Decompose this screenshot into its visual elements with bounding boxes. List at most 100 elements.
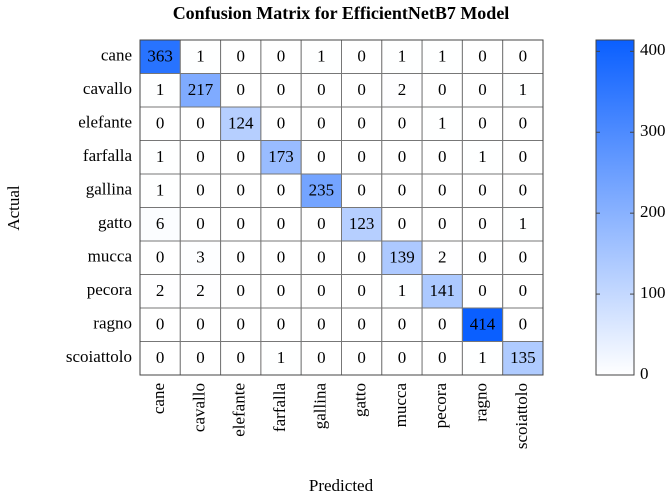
cell-label: 0 [196,348,205,367]
cell-label: 0 [196,315,205,334]
cell-label: 0 [357,315,366,334]
cell-label: 124 [228,114,254,133]
cell-label: 1 [398,47,407,66]
cell [381,274,423,309]
cell [421,274,463,309]
cell-label: 0 [438,181,447,200]
cell-label: 2 [438,248,447,267]
cell-label: 363 [147,47,173,66]
cell-label: 0 [237,181,246,200]
cell [502,39,544,74]
cell-label: 0 [196,181,205,200]
cell [139,240,181,275]
cell-label: 2 [196,281,205,300]
cell [341,140,383,175]
cell [220,274,262,309]
y-tick-label: gatto [98,213,132,232]
cell-label: 0 [317,114,326,133]
colorbar-tick-label: 100 [640,283,666,302]
cell [300,341,343,376]
cell [461,106,504,141]
plot-frame [139,39,544,376]
cell-label: 0 [277,214,286,233]
cell-label: 0 [237,47,246,66]
cell-label: 0 [277,248,286,267]
cell-label: 0 [156,114,165,133]
cell-label: 0 [519,47,528,66]
y-tick-label: scoiattolo [66,347,132,366]
x-tick-label: farfalla [270,383,289,433]
colorbar-tick-label: 200 [640,202,666,221]
cell-label: 0 [357,281,366,300]
cell-label: 3 [196,248,205,267]
colorbar [595,39,635,376]
cell-label: 0 [438,147,447,166]
cell [381,73,423,108]
cell-label: 1 [156,147,165,166]
cell [179,106,222,141]
x-tick-label: pecora [431,383,450,429]
x-tick-label: mucca [391,383,410,428]
cell [300,207,343,242]
cell-label: 0 [277,80,286,99]
y-tick-label: cane [101,46,132,65]
cell-label: 0 [478,248,487,267]
cell-label: 0 [237,214,246,233]
cell-label: 0 [237,248,246,267]
cell-label: 0 [317,348,326,367]
cell-label: 0 [519,315,528,334]
cell-label: 0 [519,114,528,133]
cell [179,173,222,208]
cell-label: 0 [196,147,205,166]
cell [421,173,463,208]
x-tick-label: gallina [310,383,329,430]
cell-label: 1 [438,47,447,66]
cell-label: 0 [398,348,407,367]
cell [300,173,343,208]
cell-label: 0 [478,281,487,300]
cell [179,307,222,342]
cell-label: 0 [277,47,286,66]
cell [341,73,383,108]
cell-label: 2 [156,281,165,300]
cell-label: 0 [277,114,286,133]
cell [502,173,544,208]
cell-label: 0 [438,80,447,99]
cell [179,73,222,108]
cell [341,39,383,74]
cell [139,341,181,376]
cell [260,207,302,242]
cell-label: 139 [389,248,415,267]
cell-label: 0 [317,80,326,99]
cell-label: 0 [357,181,366,200]
cell-label: 0 [237,315,246,334]
cell [461,207,504,242]
cell [461,240,504,275]
cell-label: 0 [519,147,528,166]
cell-label: 0 [438,315,447,334]
cell [461,341,504,376]
chart-title: Confusion Matrix for EfficientNetB7 Mode… [173,3,510,23]
cell-label: 0 [478,181,487,200]
cell-label: 135 [510,348,536,367]
cell-label: 0 [237,348,246,367]
cell [300,274,343,309]
x-tick-label: cavallo [189,383,208,432]
cell [461,73,504,108]
cell-label: 1 [519,80,528,99]
cell-label: 173 [268,147,294,166]
cell-label: 414 [470,315,496,334]
cell [341,207,383,242]
x-tick-label: elefante [230,383,249,437]
x-tick-label: ragno [471,383,490,422]
cell-label: 0 [317,315,326,334]
x-tick-label: cane [149,383,168,414]
cell-label: 1 [156,80,165,99]
cell-label: 0 [478,214,487,233]
cell-label: 0 [357,348,366,367]
cell-label: 0 [478,47,487,66]
cell [381,240,423,275]
cell-label: 1 [519,214,528,233]
cell-label: 1 [478,348,487,367]
